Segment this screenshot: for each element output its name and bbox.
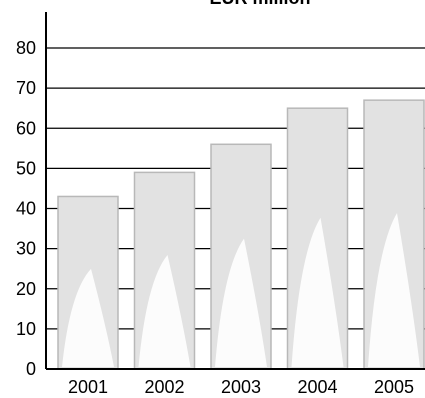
y-tick-label: 10 xyxy=(16,319,36,339)
bar-texture xyxy=(368,213,420,367)
x-category-label: 2001 xyxy=(68,377,108,397)
y-tick-label: 20 xyxy=(16,279,36,299)
x-category-label: 2004 xyxy=(297,377,337,397)
y-tick-label: 60 xyxy=(16,118,36,138)
y-tick-label: 70 xyxy=(16,78,36,98)
y-tick-label: 50 xyxy=(16,158,36,178)
y-tick-label: 0 xyxy=(26,359,36,379)
bar-texture xyxy=(291,217,344,367)
x-category-label: 2005 xyxy=(374,377,414,397)
bars xyxy=(57,99,425,370)
y-tick-label: 40 xyxy=(16,199,36,219)
x-category-label: 2002 xyxy=(144,377,184,397)
chart-title: EUR million xyxy=(209,0,310,8)
bar-texture xyxy=(138,254,191,367)
bar-texture xyxy=(215,238,267,367)
x-category-label: 2003 xyxy=(221,377,261,397)
y-tick-label: 80 xyxy=(16,38,36,58)
y-axis-ticks: 0 10 20 30 40 50 60 70 80 xyxy=(16,38,36,379)
x-axis-categories: 2001 2002 2003 2004 2005 xyxy=(68,377,414,397)
y-tick-label: 30 xyxy=(16,239,36,259)
bar-texture xyxy=(62,268,114,367)
